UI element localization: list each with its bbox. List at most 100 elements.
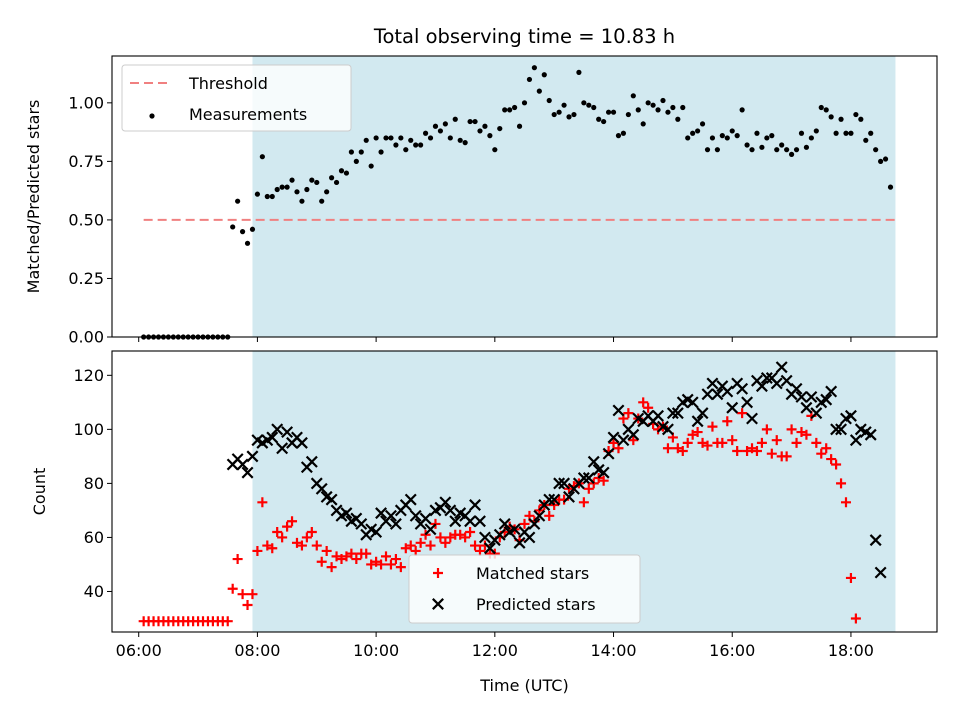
measurement-point [868,130,874,136]
predicted-point [444,504,457,517]
measurement-point [279,184,285,190]
matched-point [237,589,248,600]
matched-point [751,445,762,456]
measurement-point [779,142,785,148]
measurement-point [309,177,315,183]
matched-point [385,559,396,570]
predicted-point [652,409,665,422]
measurement-point [581,100,587,106]
matched-point [410,545,421,556]
predicted-point [464,515,477,528]
predicted-point [711,388,724,401]
matched-point [282,521,293,532]
matched-point [643,402,654,413]
measurement-point [749,147,755,153]
matched-point [306,527,317,538]
measurement-point [432,123,439,129]
matched-point [321,545,332,556]
axes-frame [111,350,938,633]
measurement-point [418,142,424,148]
measurement-point [521,100,528,106]
legend-predicted-label: Predicted stars [476,595,596,614]
matched-point [662,443,673,454]
x-tick-label: 16:00 [709,641,755,660]
measurement-point [788,151,795,157]
predicted-point [721,385,734,398]
predicted-point [276,442,289,455]
measurement-point [269,193,275,200]
measurement-point [442,121,448,127]
predicted-point [617,434,630,447]
measurement-point [719,133,725,139]
matched-point [836,478,847,489]
measurement-point [798,130,805,136]
y-tick-label: 0.00 [68,328,104,347]
y-tick-label: 0.75 [68,152,104,171]
series-predicted-stars [226,361,887,579]
measurement-point [467,118,473,125]
measurement-point [289,177,295,183]
predicted-point [686,396,699,409]
predicted-point [469,499,482,511]
predicted-point [241,466,254,479]
predicted-point [691,415,704,428]
matched-point [460,532,471,543]
y-tick-label: 40 [84,582,104,601]
predicted-point [805,390,818,403]
predicted-point [597,466,610,479]
matched-point [361,548,372,559]
predicted-point [780,374,793,387]
measurement-point [368,163,374,169]
predicted-point [498,517,511,530]
matched-point [316,556,327,567]
predicted-point [236,458,249,471]
matched-point [722,416,733,427]
measurement-point [239,229,246,235]
top-panel: 0.00 0.25 0.50 0.75 1.00 Threshold Measurement… [68,55,938,347]
predicted-point [582,472,595,484]
measurement-point [541,72,547,78]
predicted-point [820,393,833,406]
predicted-point [493,528,506,541]
measurement-point [784,147,790,153]
measurement-point [729,128,735,134]
measurement-point [699,121,706,127]
measurement-point [615,133,622,139]
matched-point [737,408,748,419]
matched-point [791,437,802,448]
measurement-point [422,130,429,136]
predicted-point [795,390,808,403]
predicted-point [577,472,590,484]
matched-point [326,562,337,573]
predicted-point [607,431,620,444]
y-tick-label: 1.00 [68,93,104,112]
predicted-point [869,534,882,547]
legend-box [121,64,352,132]
x-axis-label: Time (UTC) [479,676,568,695]
measurement-point [610,109,617,115]
predicted-point [864,428,877,441]
predicted-point [874,566,887,579]
measurement-point [853,111,859,118]
matched-point [257,497,268,508]
predicted-point [370,526,383,539]
measurement-point [591,104,597,111]
legend-measurements-swatch [149,113,155,119]
measurement-point [739,107,745,113]
predicted-point [325,493,338,506]
measurement-point [858,116,864,122]
legend: Threshold Measurements [121,64,352,132]
predicted-point [355,517,368,530]
matched-point [381,551,392,562]
matched-point [811,437,822,448]
predicted-point [508,523,521,536]
predicted-point [548,493,561,506]
measurement-point [472,118,478,125]
measurement-point [531,65,537,71]
matched-point [761,424,772,435]
measurement-point [482,123,488,129]
measurement-point [235,198,241,204]
predicted-point [523,531,536,544]
chart-title: Total observing time = 10.83 h [373,25,675,48]
